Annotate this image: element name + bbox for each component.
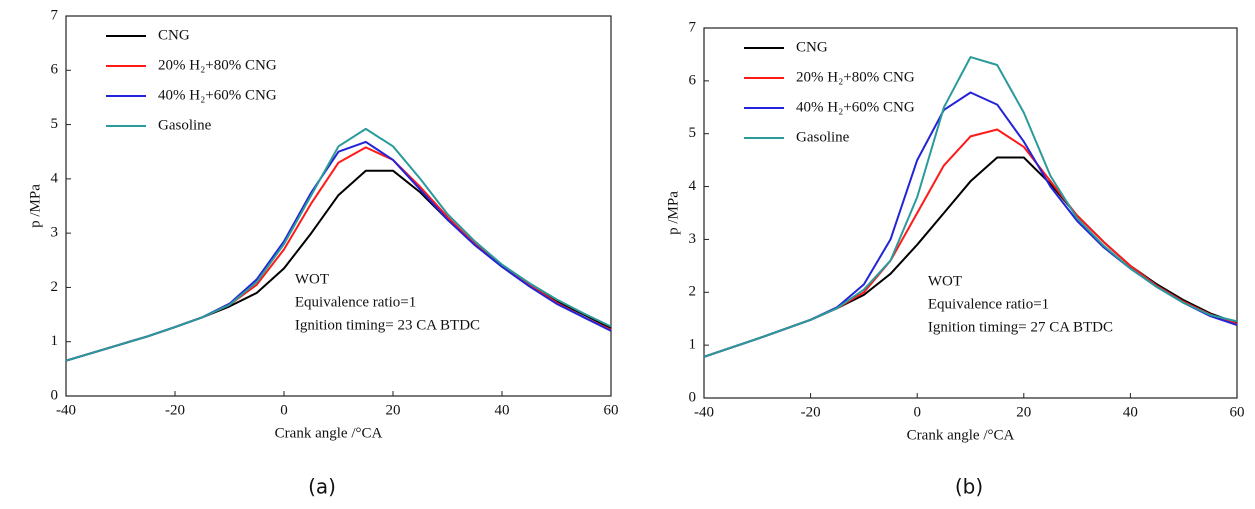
x-tick-label: 40: [495, 402, 510, 418]
y-tick-label: 5: [689, 125, 697, 141]
series-line: [703, 56, 1238, 358]
y-tick-label: 0: [51, 387, 59, 403]
annotation: Ignition timing= 23 CA BTDC: [295, 317, 480, 333]
y-tick-label: 7: [51, 7, 59, 23]
x-tick-label: 0: [280, 402, 288, 418]
y-tick-label: 3: [51, 225, 59, 241]
annotation: Ignition timing= 27 CA BTDC: [928, 319, 1113, 335]
x-tick-label: 0: [913, 404, 921, 420]
y-tick-label: 6: [51, 62, 59, 78]
series-line: [703, 91, 1238, 358]
legend-label: 40% H₂+60% CNG: [158, 87, 277, 103]
x-tick-label: 60: [1230, 404, 1245, 420]
series-line: [65, 127, 612, 362]
y-tick-label: 2: [51, 279, 59, 295]
y-tick-label: 2: [689, 284, 697, 300]
panel-label: (a): [308, 475, 336, 499]
x-tick-label: 40: [1123, 404, 1138, 420]
y-axis-label: p /MPa: [27, 184, 43, 228]
y-tick-label: 1: [51, 333, 59, 349]
annotation: Equivalence ratio=1: [295, 294, 416, 310]
y-tick-label: 7: [689, 19, 697, 35]
y-tick-label: 1: [689, 337, 697, 353]
x-tick-label: 60: [604, 402, 619, 418]
x-tick-label: -40: [694, 404, 714, 420]
legend-label: 40% H₂+60% CNG: [796, 99, 915, 115]
y-tick-label: 3: [689, 231, 697, 247]
legend-label: CNG: [796, 39, 828, 55]
annotation: WOT: [928, 273, 962, 289]
y-tick-label: 6: [689, 72, 697, 88]
y-axis-label: p /MPa: [665, 191, 681, 235]
y-tick-label: 5: [51, 116, 59, 132]
annotation: Equivalence ratio=1: [928, 296, 1049, 312]
x-tick-label: -20: [801, 404, 821, 420]
y-tick-label: 4: [51, 170, 59, 186]
x-tick-label: 20: [1016, 404, 1031, 420]
panel-label: (b): [955, 475, 983, 499]
plot-frame: [65, 15, 612, 397]
y-tick-label: 4: [689, 178, 697, 194]
x-tick-label: 20: [386, 402, 401, 418]
legend-label: 20% H₂+80% CNG: [158, 57, 277, 73]
x-axis-label: Crank angle /°CA: [275, 425, 383, 441]
x-axis-label: Crank angle /°CA: [907, 427, 1015, 443]
legend-label: CNG: [158, 27, 190, 43]
y-tick-label: 0: [689, 389, 697, 405]
x-tick-label: -40: [56, 402, 76, 418]
annotation: WOT: [295, 271, 329, 287]
x-tick-label: -20: [165, 402, 185, 418]
legend-label: Gasoline: [796, 129, 850, 145]
legend-label: Gasoline: [158, 117, 212, 133]
legend-label: 20% H₂+80% CNG: [796, 69, 915, 85]
plot-frame: [703, 27, 1238, 399]
